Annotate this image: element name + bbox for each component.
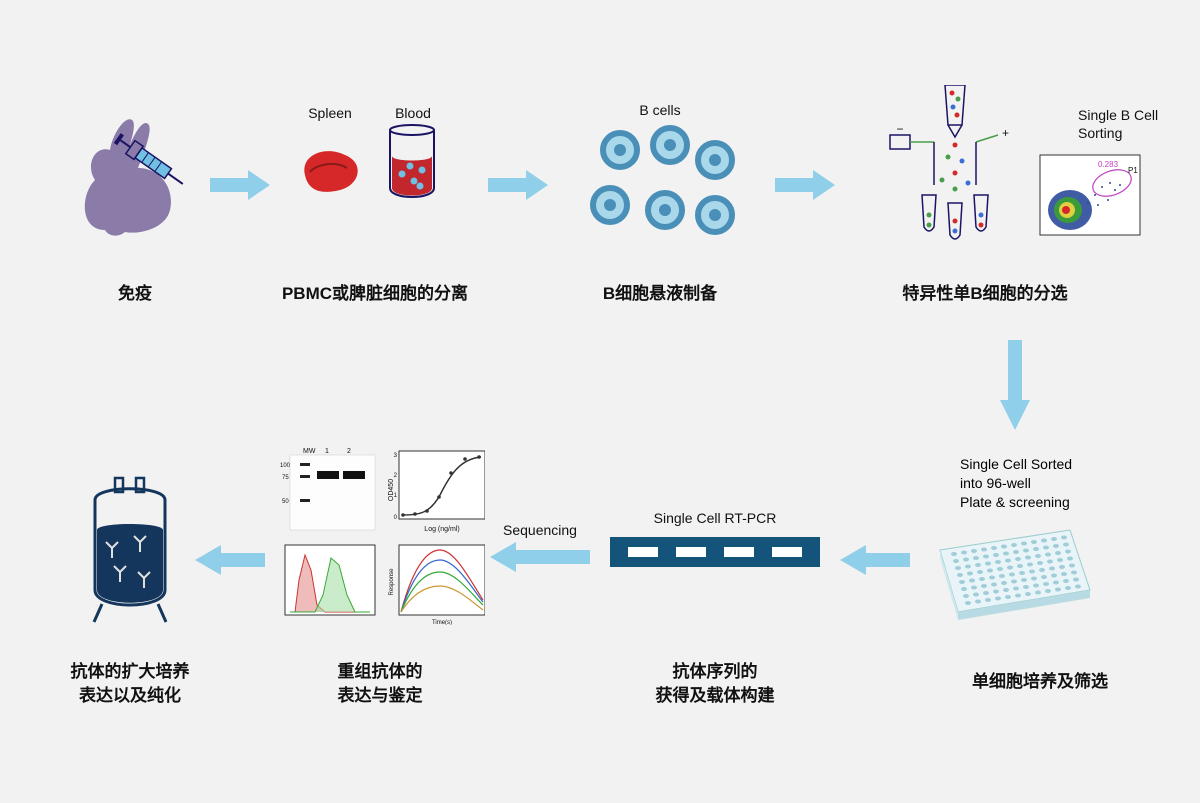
rabbit-icon bbox=[70, 110, 200, 240]
svg-text:2: 2 bbox=[347, 448, 351, 455]
svg-text:75: 75 bbox=[282, 475, 289, 481]
caption-step7-line2: 表达与鉴定 bbox=[300, 684, 460, 708]
svg-text:Log (ng/ml): Log (ng/ml) bbox=[424, 526, 459, 533]
svg-text:2: 2 bbox=[394, 473, 398, 479]
step-scaleup bbox=[70, 470, 190, 630]
svg-text:3: 3 bbox=[394, 453, 398, 459]
caption-step5: 单细胞培养及筛选 bbox=[940, 670, 1140, 694]
step-single-cell-culture: Single Cell Sorted into 96-well Plate & … bbox=[930, 455, 1150, 630]
caption-step3: B细胞悬液制备 bbox=[570, 282, 750, 306]
step-pbmc-isolation: Spleen Blood bbox=[285, 100, 465, 250]
svg-text:Response: Response bbox=[389, 568, 395, 596]
step-expression-characterization: MW 1 2 100 75 50 OD450 Log (ng/ml) 3 2 1… bbox=[275, 445, 485, 625]
pcr-strip-icon bbox=[610, 532, 820, 572]
gel-panel: MW 1 2 100 75 50 bbox=[280, 448, 375, 530]
gate-name: P1 bbox=[1128, 166, 1138, 175]
arrow-down bbox=[1000, 340, 1030, 430]
svg-text:1: 1 bbox=[325, 448, 329, 455]
svg-text:+: + bbox=[1002, 126, 1009, 140]
facs-sorter-icon: − + bbox=[890, 85, 1009, 239]
arrow-7 bbox=[195, 545, 265, 575]
facs-scatter-plot: 0.283 P1 bbox=[1040, 155, 1140, 235]
svg-text:50: 50 bbox=[282, 499, 289, 505]
blood-tube-icon bbox=[390, 125, 434, 197]
plate-label-2: into 96-well bbox=[960, 474, 1150, 493]
sorting-label-2: Sorting bbox=[1078, 125, 1122, 141]
sensorgram-panel: Response Time(s) bbox=[389, 545, 485, 625]
spleen-label: Spleen bbox=[308, 105, 352, 121]
caption-step7-line1: 重组抗体的 bbox=[300, 660, 460, 684]
step-rtpcr: Single Cell RT-PCR bbox=[610, 510, 820, 572]
well-plate-icon bbox=[930, 520, 1100, 630]
caption-step2: PBMC或脾脏细胞的分离 bbox=[265, 282, 485, 306]
arrow-5 bbox=[840, 545, 910, 575]
svg-text:−: − bbox=[896, 122, 903, 136]
svg-text:0: 0 bbox=[394, 515, 398, 521]
blood-label: Blood bbox=[395, 105, 431, 121]
caption-step1: 免疫 bbox=[70, 282, 200, 306]
bioreactor-icon bbox=[70, 470, 190, 630]
caption-step4: 特异性单B细胞的分选 bbox=[870, 282, 1100, 306]
sequencing-label: Sequencing bbox=[490, 522, 590, 538]
bcells-label: B cells bbox=[639, 102, 680, 118]
caption-step6-line1: 抗体序列的 bbox=[630, 660, 800, 684]
gate-value: 0.283 bbox=[1098, 160, 1119, 169]
caption-step8-line2: 表达以及纯化 bbox=[50, 684, 210, 708]
arrow-3 bbox=[775, 170, 835, 200]
arrow-2 bbox=[488, 170, 548, 200]
bcells-icon bbox=[593, 128, 732, 232]
arrow-1 bbox=[210, 170, 270, 200]
sorting-label-1: Single B Cell bbox=[1078, 107, 1158, 123]
step-immunization bbox=[70, 110, 200, 240]
svg-text:1: 1 bbox=[394, 493, 398, 499]
rtpcr-label: Single Cell RT-PCR bbox=[610, 510, 820, 526]
caption-step8-line1: 抗体的扩大培养 bbox=[50, 660, 210, 684]
step-single-bcell-sorting: − + Single B Cell Sorting bbox=[850, 85, 1170, 265]
arrow-6: Sequencing bbox=[490, 522, 590, 572]
step-bcell-suspension: B cells bbox=[570, 100, 750, 250]
plate-label-1: Single Cell Sorted bbox=[960, 455, 1150, 474]
svg-text:Time(s): Time(s) bbox=[432, 620, 452, 625]
caption-step6-line2: 获得及载体构建 bbox=[630, 684, 800, 708]
binding-curve-panel: OD450 Log (ng/ml) 3 2 1 0 bbox=[388, 451, 485, 533]
plate-label-3: Plate & screening bbox=[960, 493, 1150, 512]
histogram-panel bbox=[285, 545, 375, 615]
svg-text:100: 100 bbox=[280, 463, 291, 469]
svg-text:MW: MW bbox=[303, 448, 316, 455]
spleen-icon bbox=[304, 151, 357, 192]
